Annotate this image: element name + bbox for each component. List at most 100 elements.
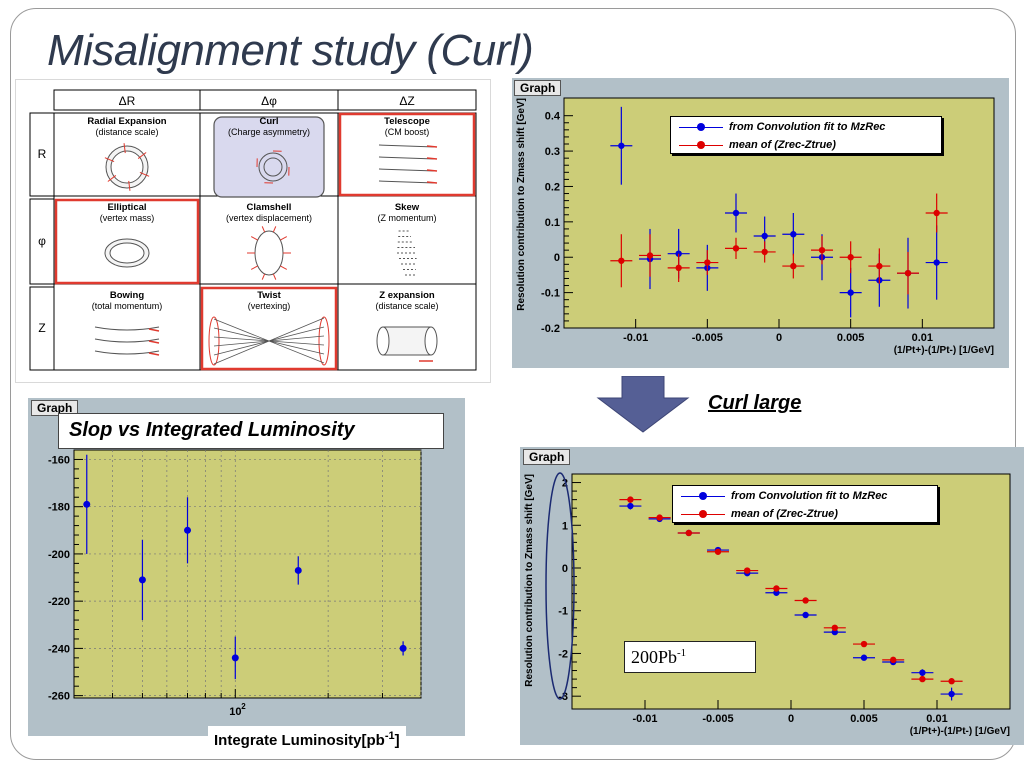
data-point bbox=[627, 502, 634, 510]
data-point bbox=[904, 269, 912, 277]
y-tick-label: 2 bbox=[562, 478, 568, 490]
matrix-cell-title: Z expansion bbox=[379, 290, 435, 301]
luminosity-xlabel: Integrate Luminosity[pb-1] bbox=[208, 726, 406, 754]
icon-line bbox=[378, 144, 436, 148]
legend: from Convolution fit to MzRec mean of (Z… bbox=[672, 485, 938, 523]
matrix-cell-desc: (vertexing) bbox=[248, 301, 291, 311]
x-tick-label: -0.01 bbox=[632, 713, 657, 725]
matrix-cell-desc: (CM boost) bbox=[385, 127, 430, 137]
deformation-z-expansion-icon bbox=[376, 326, 438, 362]
icon-arrow bbox=[148, 352, 160, 356]
data-point bbox=[948, 690, 955, 698]
data-point bbox=[773, 585, 780, 592]
slide-title: Misalignment study (Curl) bbox=[47, 26, 534, 75]
graph-tab: Graph bbox=[523, 449, 571, 465]
data-point bbox=[933, 209, 940, 217]
legend-marker-red bbox=[679, 138, 723, 152]
icon-arrow bbox=[128, 180, 131, 191]
data-point bbox=[761, 248, 768, 256]
x-tick-label: 0.01 bbox=[912, 332, 933, 344]
legend: from Convolution fit to MzRec mean of (Z… bbox=[670, 116, 942, 154]
y-tick-label: -260 bbox=[48, 691, 70, 703]
y-tick-label: 0.3 bbox=[545, 146, 560, 158]
x-axis-label: (1/Pt+)-(1/Pt-) [1/GeV] bbox=[894, 345, 994, 356]
matrix-cell-highlight bbox=[200, 286, 338, 371]
data-point bbox=[714, 548, 722, 555]
matrix-cell-highlight bbox=[54, 198, 200, 285]
data-point bbox=[656, 514, 663, 521]
icon-shape bbox=[376, 326, 390, 356]
matrix-cell-selected-curl bbox=[213, 116, 325, 198]
matrix-cell-title: Bowing bbox=[110, 290, 144, 301]
matrix-row-header: φ bbox=[38, 234, 46, 248]
legend-marker-blue bbox=[681, 489, 725, 503]
y-tick-label: -2 bbox=[558, 648, 568, 660]
luminosity-caption: Slop vs Integrated Luminosity bbox=[58, 413, 444, 449]
data-point bbox=[732, 245, 740, 252]
pb-label-box: 200Pb-1 bbox=[624, 641, 756, 673]
matrix-cell-desc: (Charge asymmetry) bbox=[228, 127, 310, 137]
data-point bbox=[675, 264, 682, 272]
matrix-cell-title: Radial Expansion bbox=[87, 116, 166, 127]
data-point bbox=[761, 232, 768, 240]
x-tick-label: 0 bbox=[788, 713, 794, 725]
matrix-cell-desc: (distance scale) bbox=[95, 127, 158, 137]
pb-label: 200Pb bbox=[631, 647, 678, 667]
matrix-header-row bbox=[53, 89, 477, 111]
icon-arrow bbox=[104, 157, 115, 163]
icon-shape bbox=[208, 316, 220, 366]
y-tick-label: -240 bbox=[48, 643, 70, 655]
icon-arrow bbox=[148, 328, 160, 332]
data-point bbox=[790, 262, 797, 270]
data-point bbox=[860, 640, 868, 648]
legend-label: mean of (Zrec-Ztrue) bbox=[729, 139, 836, 151]
y-tick-label: 0.1 bbox=[545, 217, 560, 229]
y-tick-label: 0 bbox=[562, 563, 568, 575]
data-point bbox=[919, 675, 926, 683]
down-arrow-icon bbox=[596, 376, 690, 433]
legend-marker-red bbox=[681, 507, 725, 521]
y-tick-label: -0.1 bbox=[541, 288, 560, 300]
x-tick-label: 0 bbox=[776, 332, 782, 344]
matrix-cell-highlight bbox=[338, 112, 476, 197]
y-axis-label: Resolution contribution to Zmass shift [… bbox=[524, 474, 535, 687]
data-point bbox=[83, 500, 91, 508]
y-tick-label: -220 bbox=[48, 596, 70, 608]
x-tick-label: 0.01 bbox=[926, 713, 947, 725]
x-tick-label: -0.01 bbox=[623, 332, 648, 344]
luminosity-xlabel-text: Integrate Luminosity[pb bbox=[214, 732, 385, 749]
data-point bbox=[231, 654, 239, 662]
data-point bbox=[646, 252, 654, 259]
x-tick-label: 10 bbox=[229, 706, 241, 718]
matrix-cell-title: Skew bbox=[395, 202, 420, 213]
icon-line bbox=[378, 156, 436, 160]
luminosity-xlabel-sup: -1 bbox=[384, 730, 395, 742]
data-point bbox=[802, 597, 809, 604]
graph-tab: Graph bbox=[31, 400, 79, 416]
icon-line bbox=[94, 326, 160, 331]
data-point bbox=[618, 257, 625, 264]
data-point bbox=[627, 496, 634, 503]
data-point bbox=[138, 576, 146, 584]
icon-arrow bbox=[137, 152, 147, 159]
data-point bbox=[933, 259, 940, 266]
icon-arrow bbox=[123, 143, 126, 154]
y-axis-label: Resolution contribution to Zmass shift [… bbox=[516, 98, 527, 311]
slide-frame bbox=[10, 8, 1016, 760]
icon-line bbox=[94, 350, 160, 355]
data-point bbox=[802, 611, 809, 619]
y-tick-label: -180 bbox=[48, 502, 70, 514]
deformation-elliptical-icon bbox=[104, 238, 150, 268]
data-point bbox=[847, 254, 854, 261]
icon-arrow bbox=[261, 273, 266, 280]
matrix-col-header: ΔR bbox=[119, 94, 136, 108]
icon-arrow bbox=[426, 157, 438, 160]
y-tick-label: 0.4 bbox=[545, 111, 561, 123]
luminosity-plot: -260 -240 -220 -200 -180 -160 10 2 Graph bbox=[28, 398, 465, 736]
x-axis-label: (1/Pt+)-(1/Pt-) [1/GeV] bbox=[910, 726, 1010, 737]
icon-shape bbox=[110, 150, 144, 184]
x-tick-label: -0.005 bbox=[702, 713, 733, 725]
legend-label: from Convolution fit to MzRec bbox=[731, 490, 888, 502]
